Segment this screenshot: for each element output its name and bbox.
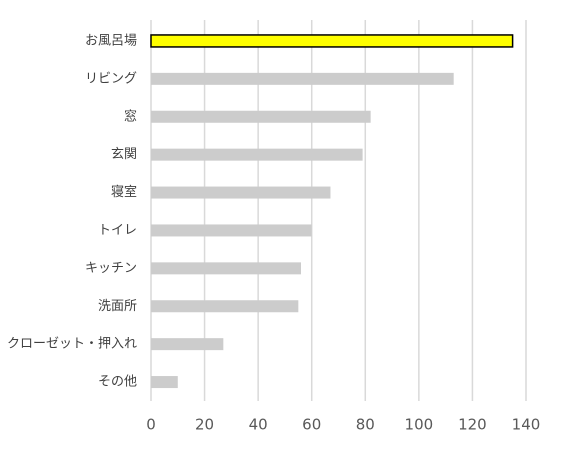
y-tick-label: トイレ	[98, 223, 137, 238]
bar	[150, 34, 514, 48]
bar	[151, 224, 312, 237]
bar	[151, 262, 301, 275]
y-tick-label: キッチン	[85, 261, 137, 276]
bar	[151, 376, 178, 389]
x-tick-label: 80	[356, 416, 375, 434]
y-tick-label: 洗面所	[98, 299, 137, 314]
bar	[151, 338, 224, 351]
bar	[151, 110, 371, 123]
x-tick-label: 120	[458, 416, 487, 434]
bar	[151, 300, 299, 313]
bar	[151, 186, 331, 199]
y-tick-label: クローゼット・押入れ	[7, 337, 137, 352]
y-tick-label: 玄関	[111, 147, 137, 162]
y-tick-label: その他	[98, 375, 137, 390]
y-tick-label: 窓	[124, 108, 137, 124]
y-tick-label: 寝室	[111, 184, 137, 200]
x-tick-label: 40	[249, 416, 268, 434]
bar	[151, 72, 454, 85]
x-tick-label: 0	[146, 416, 156, 434]
y-tick-label: リビング	[85, 71, 137, 86]
x-tick-label: 100	[405, 416, 434, 434]
x-tick-label: 20	[195, 416, 214, 434]
x-tick-label: 60	[302, 416, 321, 434]
y-tick-label: お風呂場	[85, 33, 137, 48]
bar	[151, 148, 363, 161]
x-tick-label: 140	[512, 416, 541, 434]
